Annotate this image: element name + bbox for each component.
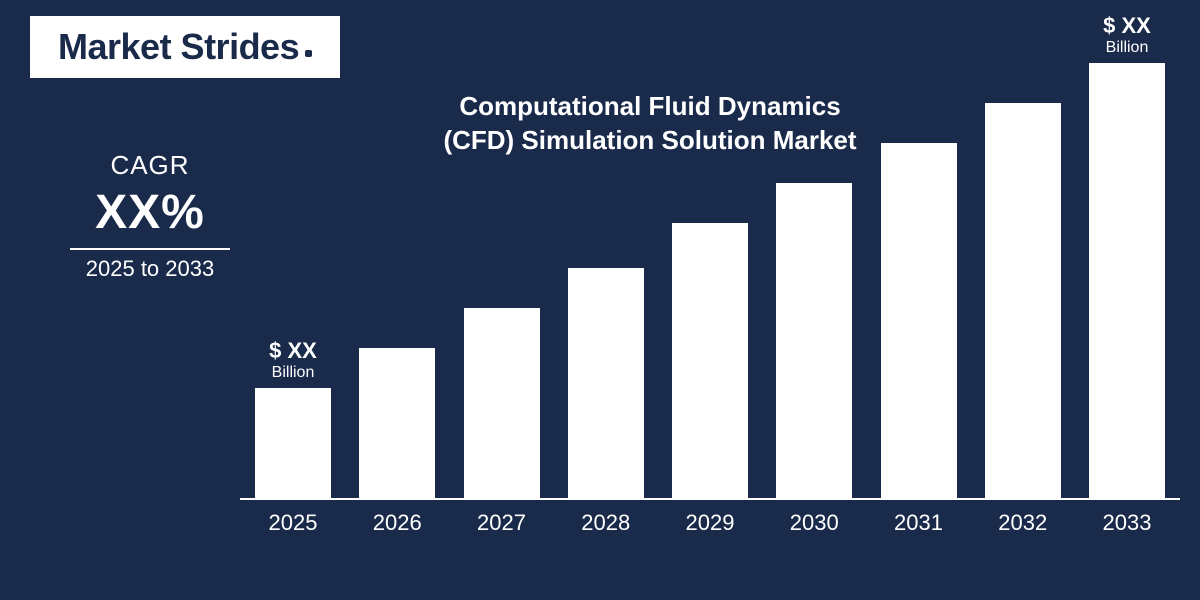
- bar: [568, 268, 644, 498]
- brand-logo-dot-icon: [305, 50, 312, 57]
- bar-wrap: [563, 268, 649, 498]
- x-axis-label: 2033: [1084, 504, 1170, 540]
- bar-wrap: $ XXBillion: [1084, 63, 1170, 498]
- bar: [1089, 63, 1165, 498]
- bar-wrap: [667, 223, 753, 498]
- x-axis-labels: 2025 2026 2027 2028 2029 2030 2031 2032 2033: [240, 504, 1180, 540]
- bar-wrap: [876, 143, 962, 498]
- bar-wrap: [354, 348, 440, 498]
- bar-annotation: $ XXBillion: [1067, 13, 1187, 57]
- bar-annotation-value: $ XX: [1067, 13, 1187, 38]
- bar-annotation-unit: Billion: [233, 364, 353, 382]
- x-axis-line: [240, 498, 1180, 500]
- bar-annotation-value: $ XX: [233, 338, 353, 363]
- cagr-value: XX%: [60, 185, 240, 240]
- bar-wrap: $ XXBillion: [250, 388, 336, 498]
- bar-annotation: $ XXBillion: [233, 338, 353, 382]
- cagr-divider: [70, 248, 230, 250]
- bars-container: $ XXBillion$ XXBillion: [240, 78, 1180, 498]
- bar-wrap: [980, 103, 1066, 498]
- bar: [985, 103, 1061, 498]
- bar-annotation-unit: Billion: [1067, 39, 1187, 57]
- bar-chart: $ XXBillion$ XXBillion 20252026202720282…: [240, 80, 1180, 540]
- bar-wrap: [459, 308, 545, 498]
- x-axis-label: 2031: [876, 504, 962, 540]
- bar: [464, 308, 540, 498]
- bar: [881, 143, 957, 498]
- cagr-period: 2025 to 2033: [60, 256, 240, 282]
- x-axis-label: 2026: [354, 504, 440, 540]
- bar: [776, 183, 852, 498]
- bar: [359, 348, 435, 498]
- brand-logo-text: Market Strides: [58, 26, 299, 68]
- bar-wrap: [771, 183, 857, 498]
- x-axis-label: 2032: [980, 504, 1066, 540]
- x-axis-label: 2025: [250, 504, 336, 540]
- x-axis-label: 2028: [563, 504, 649, 540]
- bar: [672, 223, 748, 498]
- cagr-summary: CAGR XX% 2025 to 2033: [60, 150, 240, 282]
- cagr-label: CAGR: [60, 150, 240, 181]
- bar: [255, 388, 331, 498]
- brand-logo: Market Strides: [30, 16, 340, 78]
- x-axis-label: 2027: [459, 504, 545, 540]
- x-axis-label: 2030: [771, 504, 857, 540]
- x-axis-label: 2029: [667, 504, 753, 540]
